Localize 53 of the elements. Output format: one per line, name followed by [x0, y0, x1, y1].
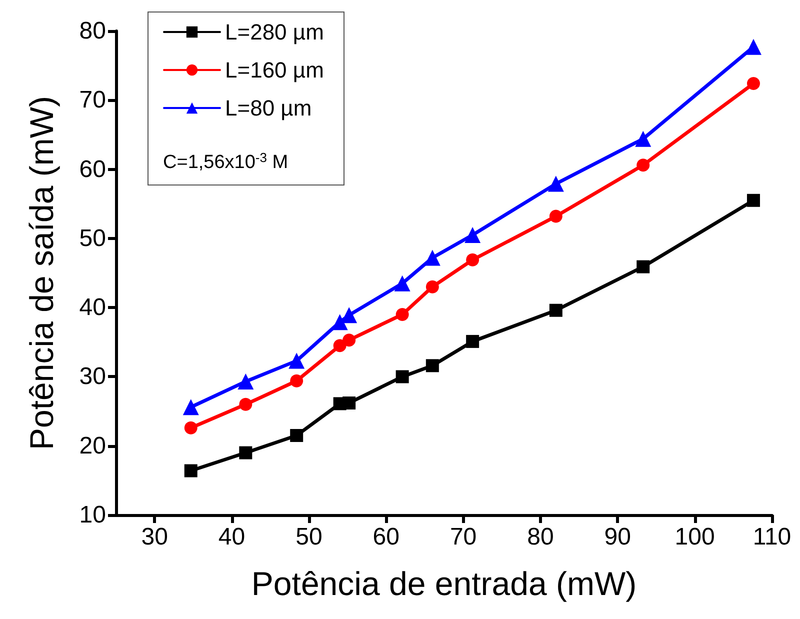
y-tick-label: 50 — [79, 224, 106, 252]
point — [745, 38, 762, 55]
y-tick-label: 80 — [79, 18, 106, 44]
x-tick-label: 110 — [752, 524, 792, 550]
point — [332, 314, 348, 330]
point — [239, 446, 252, 460]
point — [184, 421, 198, 434]
point — [635, 130, 652, 147]
point — [464, 226, 481, 243]
x-tick-label: 60 — [372, 524, 400, 550]
x-tick-label: 90 — [604, 524, 631, 550]
point — [184, 464, 198, 478]
point — [466, 334, 480, 348]
point — [290, 374, 304, 388]
x-tick-label: 70 — [450, 524, 477, 550]
point — [426, 359, 439, 372]
x-tick-label: 100 — [674, 524, 715, 550]
point — [746, 77, 760, 90]
legend-label: L=160 µm — [225, 58, 324, 82]
x-tick-label: 30 — [141, 524, 168, 550]
point — [549, 210, 562, 223]
x-axis-title: Potência de entrada (mW) — [251, 565, 637, 602]
point — [549, 304, 562, 317]
x-tick-label: 50 — [296, 524, 322, 550]
point — [342, 334, 356, 347]
point — [466, 253, 480, 266]
point — [394, 275, 410, 292]
point — [238, 374, 254, 390]
point — [342, 396, 356, 410]
point — [182, 399, 199, 416]
y-tick-label: 70 — [79, 86, 106, 114]
point — [426, 280, 439, 294]
point — [239, 398, 252, 411]
point — [636, 260, 650, 274]
point — [333, 339, 346, 352]
legend-label: L=80 µm — [225, 96, 312, 120]
legend-label: L=280 µm — [225, 20, 324, 44]
y-axis-title: Potência de saída (mW) — [23, 96, 60, 450]
y-tick-label: 40 — [79, 294, 106, 322]
point — [396, 370, 409, 384]
y-tick-label: 60 — [79, 156, 106, 183]
y-tick-label: 10 — [79, 502, 106, 528]
point — [636, 158, 650, 172]
point — [548, 176, 564, 192]
y-tick-label: 30 — [79, 363, 106, 390]
point — [396, 308, 409, 321]
point — [290, 428, 304, 442]
point — [288, 352, 305, 369]
x-tick-label: 80 — [527, 524, 554, 550]
point — [424, 250, 440, 266]
y-tick-label: 20 — [79, 432, 106, 460]
x-tick-label: 40 — [218, 524, 246, 550]
point — [746, 194, 760, 207]
